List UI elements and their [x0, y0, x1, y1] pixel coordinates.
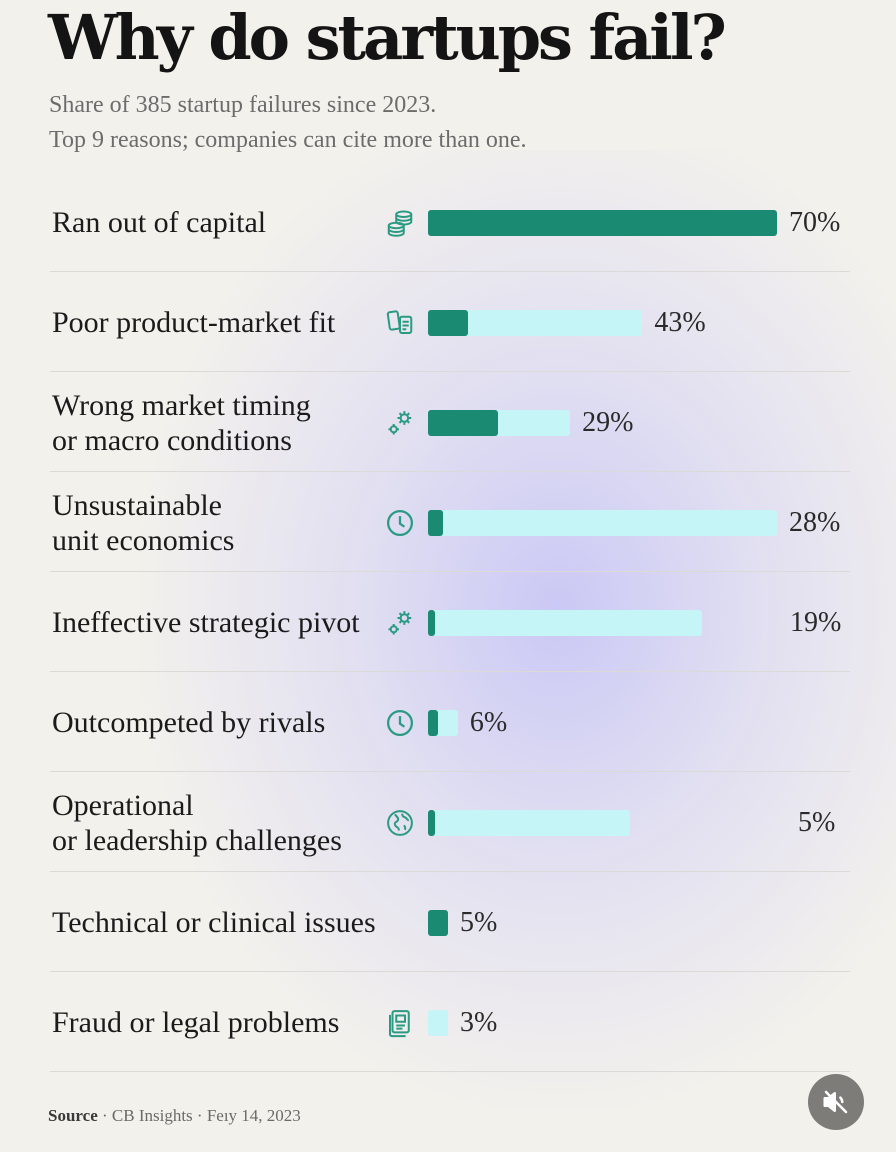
gears-icon [385, 608, 415, 638]
chart-subtitle-line-2: Top 9 reasons; companies can cite more t… [49, 127, 527, 153]
bar-fill [428, 610, 436, 636]
value-label: 5% [459, 907, 498, 938]
globe-icon [385, 808, 415, 838]
bar-row-outcompeted-by-rivals: Outcompeted by rivals 6% [0, 672, 896, 772]
bar-row-poor-product-market-fit: Poor product-market fit 43% [0, 272, 896, 372]
value-label: 6% [469, 707, 508, 738]
bar-row-technical-or-clinical-issues: Technical or clinical issues 5% [0, 872, 896, 972]
bar-fill [428, 710, 438, 736]
bar-row-unsustainable-unit-economics: Unsustainable unit economics 28% [0, 472, 896, 572]
bar-fill [428, 910, 448, 936]
clock-icon [385, 708, 415, 738]
row-divider [50, 371, 850, 372]
bar-track [428, 910, 448, 936]
bar-track [428, 510, 777, 536]
bar-track [428, 810, 630, 836]
mute-button[interactable] [808, 1074, 864, 1130]
bar-fill [428, 510, 443, 536]
value-label: 19% [790, 607, 842, 638]
source-note: Source · CB Insights · Feıy 14, 2023 [48, 1106, 301, 1126]
value-label: 43% [654, 307, 706, 338]
category-label: Ran out of capital [52, 206, 267, 239]
bar-fill [428, 210, 777, 236]
category-label: Fraud or legal problems [52, 1006, 340, 1039]
category-label: Poor product-market fit [52, 306, 336, 339]
bar-row-ineffective-strategic-pivot: Ineffective strategic pivot 19% [0, 572, 896, 672]
gears-icon [385, 408, 415, 438]
chart-subtitle-line-1: Share of 385 startup failures since 2023… [49, 92, 437, 118]
bar-row-fraud-or-legal-problems: Fraud or legal problems 3% [0, 972, 896, 1072]
category-label: Wrong market timing or macro conditions [52, 389, 311, 457]
category-label: Unsustainable unit economics [52, 489, 235, 557]
value-label: 5% [798, 807, 836, 838]
value-label: 70% [789, 207, 841, 238]
row-divider [50, 471, 850, 472]
row-divider [50, 971, 850, 972]
bar-track [428, 1010, 448, 1036]
bar-track [428, 710, 458, 736]
bar-track [428, 310, 643, 336]
bar-fill [428, 810, 436, 836]
speaker-muted-icon [823, 1090, 848, 1114]
bar-track [428, 410, 571, 436]
row-divider [50, 271, 850, 272]
row-divider [50, 871, 850, 872]
row-divider [50, 1071, 850, 1072]
category-label: Operational or leadership challenges [52, 789, 342, 857]
bar-fill [428, 310, 468, 336]
bar-track [428, 210, 777, 236]
value-label: 29% [582, 407, 634, 438]
bar-track [428, 610, 703, 636]
bar-row-ran-out-of-capital: Ran out of capital 70% [0, 172, 896, 272]
row-divider [50, 571, 850, 572]
category-label: Ineffective strategic pivot [52, 606, 360, 639]
clock-icon [385, 508, 415, 538]
bar-fill [428, 410, 498, 436]
source-label: Source [48, 1106, 98, 1125]
document-icon [385, 1008, 415, 1038]
product-fit-icon [385, 308, 415, 338]
row-divider [50, 671, 850, 672]
category-label: Outcompeted by rivals [52, 706, 326, 739]
category-label: Technical or clinical issues [52, 906, 376, 939]
chart-title: Why do startups fail? [48, 1, 727, 74]
bar-row-wrong-market-timing-or-macro-conditions: Wrong market timing or macro conditions 2… [0, 372, 896, 472]
value-label: 3% [459, 1007, 498, 1038]
source-text: · CB Insights · Feıy 14, 2023 [97, 1106, 301, 1125]
value-label: 28% [789, 507, 841, 538]
bar-row-operational-or-leadership-challenges: Operational or leadership challenges 5% [0, 772, 896, 872]
coins-icon [385, 208, 415, 238]
row-divider [50, 771, 850, 772]
